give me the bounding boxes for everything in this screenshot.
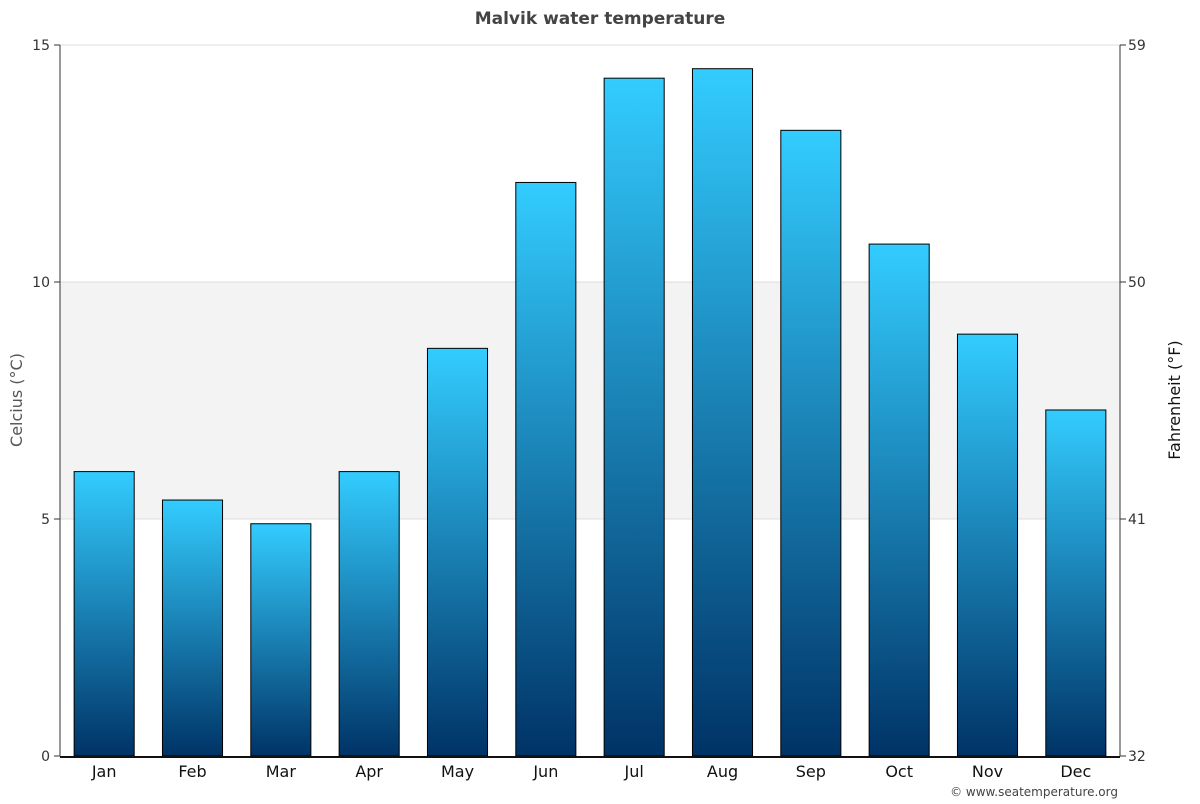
y-axis-label-left: Celcius (°C)	[7, 353, 26, 447]
bar-nov	[956, 333, 1019, 757]
bar-dec	[1045, 409, 1107, 757]
bar-sep	[780, 129, 842, 757]
bar-oct	[868, 243, 930, 757]
x-tick-label: Nov	[972, 762, 1003, 781]
y-tick-label-right: 59	[1128, 38, 1146, 54]
bar-jun	[515, 181, 577, 757]
chart-title: Malvik water temperature	[475, 9, 726, 29]
x-tick-label: Feb	[178, 762, 206, 781]
x-tick-label: Jan	[91, 762, 117, 781]
bar-jul	[603, 77, 665, 757]
x-tick-label: Apr	[355, 762, 383, 781]
y-tick-label-left: 15	[32, 38, 50, 54]
y-tick-label-right: 32	[1128, 749, 1146, 765]
x-tick-label: Dec	[1060, 762, 1091, 781]
y-tick-label-right: 41	[1128, 512, 1146, 528]
x-tick-label: Jun	[532, 762, 558, 781]
x-tick-label: Sep	[796, 762, 826, 781]
bar-aug	[691, 68, 754, 757]
x-tick-label: Mar	[266, 762, 297, 781]
bar-mar	[250, 523, 312, 757]
bar-apr	[338, 471, 400, 757]
y-tick-label-left: 0	[41, 749, 50, 765]
credit-text: © www.seatemperature.org	[950, 785, 1118, 799]
bar-may	[426, 347, 489, 757]
shaded-band	[60, 282, 1120, 519]
x-tick-label: May	[441, 762, 474, 781]
bar-feb	[161, 499, 224, 757]
y-tick-label-left: 5	[41, 512, 50, 528]
y-tick-label-right: 50	[1128, 275, 1146, 291]
y-tick-label-left: 10	[32, 275, 50, 291]
bar-jan	[73, 471, 135, 757]
x-tick-label: Oct	[885, 762, 913, 781]
x-tick-label: Aug	[707, 762, 738, 781]
y-axis-label-right: Fahrenheit (°F)	[1165, 340, 1184, 459]
x-tick-label: Jul	[624, 762, 644, 781]
